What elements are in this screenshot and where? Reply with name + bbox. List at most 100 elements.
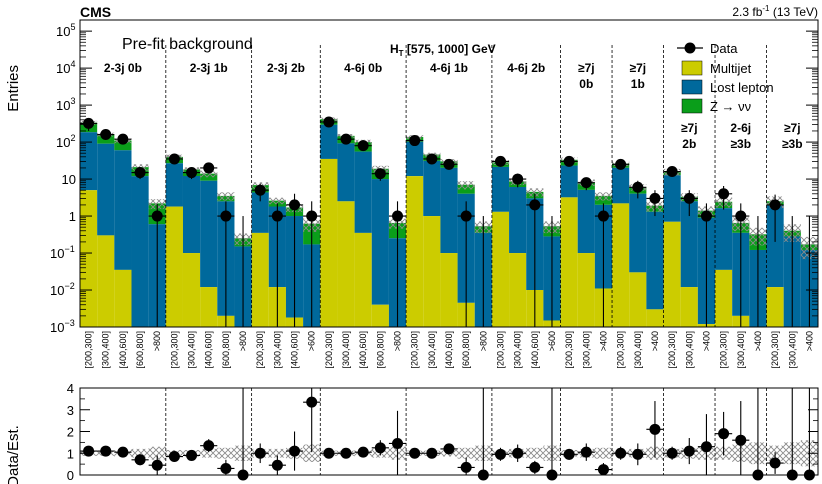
bar-multijet — [251, 232, 269, 327]
ratio-point — [186, 449, 198, 461]
ratio-point — [323, 447, 335, 459]
bar-lost-lepton — [612, 167, 630, 204]
data-point — [580, 177, 592, 189]
y-tick-label: 1 — [69, 209, 76, 224]
data-point — [632, 181, 644, 193]
bar-multijet — [715, 269, 733, 327]
data-point — [597, 210, 609, 222]
data-point — [426, 153, 438, 165]
ratio-uncertainty-band — [303, 444, 321, 462]
data-point — [718, 188, 730, 200]
ratio-tick-label: 4 — [67, 381, 74, 396]
data-point — [357, 140, 369, 152]
legend-znunu-label: Z → νν — [710, 99, 751, 114]
x-tick-label: [300,400] — [341, 331, 351, 369]
bar-multijet — [646, 309, 664, 327]
x-tick-label: [300,400] — [633, 331, 643, 369]
bar-lost-lepton — [577, 189, 595, 254]
ratio-point — [83, 445, 95, 457]
data-point — [117, 133, 129, 145]
ratio-point — [494, 448, 506, 460]
group-label: 2-3j 2b — [267, 61, 305, 75]
group-label: 4-6j 0b — [344, 61, 382, 75]
x-tick-label: [300,400] — [101, 331, 111, 369]
bar-multijet — [200, 287, 218, 327]
x-tick-label: [200,300] — [255, 331, 265, 369]
bar-multijet — [663, 221, 681, 327]
x-tick-label: >600 — [547, 331, 557, 351]
data-point — [83, 117, 95, 129]
ratio-point — [151, 459, 163, 471]
x-tick-label: [600,800] — [375, 331, 385, 369]
group-label: 1b — [631, 77, 645, 91]
x-tick-label: [300,400] — [736, 331, 746, 369]
x-tick-label: [400,600] — [204, 331, 214, 369]
uncertainty-band — [594, 192, 613, 201]
ratio-tick-label: 2 — [67, 425, 74, 440]
ratio-point — [134, 454, 146, 466]
data-point — [563, 155, 575, 167]
bar-lost-lepton — [560, 165, 578, 198]
data-point — [203, 162, 215, 174]
ratio-point — [786, 469, 798, 481]
ratio-point — [597, 464, 609, 476]
ratio-uncertainty-band — [217, 447, 235, 459]
group-label: 4-6j 1b — [430, 61, 468, 75]
bar-multijet — [182, 253, 201, 327]
legend-multijet-label: Multijet — [710, 61, 752, 76]
legend-lost-lepton-swatch — [681, 79, 703, 95]
y-tick-label: 102 — [56, 133, 75, 150]
ratio-point — [392, 437, 404, 449]
ratio-point — [168, 451, 180, 463]
data-point — [769, 199, 781, 211]
bar-multijet — [440, 253, 458, 327]
ratio-point — [700, 441, 712, 453]
ratio-tick-label: 3 — [67, 403, 74, 418]
legend-znunu-swatch — [681, 98, 703, 114]
bar-multijet — [320, 158, 338, 327]
x-tick-label: [300,400] — [272, 331, 282, 369]
x-tick-label: [200,300] — [770, 331, 780, 369]
x-tick-label: [300,400] — [787, 331, 797, 369]
ratio-tick-label: 0 — [67, 468, 74, 483]
ratio-point — [374, 442, 386, 454]
ratio-uncertainty-band — [457, 447, 475, 459]
ratio-uncertainty-band — [131, 448, 149, 458]
data-point — [271, 210, 283, 222]
data-point — [649, 192, 661, 204]
x-tick-label: [200,300] — [719, 331, 729, 369]
ratio-panel: 0 1 2 3 4 — [67, 381, 819, 483]
ratio-uncertainty-band — [268, 448, 286, 458]
x-tick-label: [200,300] — [169, 331, 179, 369]
data-point — [512, 173, 524, 185]
bar-lost-lepton — [715, 208, 733, 270]
ratio-point — [357, 446, 369, 458]
ratio-point — [254, 447, 266, 459]
data-point — [666, 166, 678, 178]
bar-multijet — [491, 211, 510, 327]
bar-lost-lepton — [200, 180, 218, 288]
ratio-point — [512, 447, 524, 459]
ratio-tick-label: 1 — [67, 446, 74, 461]
ratio-point — [563, 448, 575, 460]
ratio-point — [529, 461, 541, 473]
bar-lost-lepton — [251, 192, 269, 233]
uncertainty-band — [526, 188, 544, 197]
data-point — [323, 116, 335, 128]
y-tick-label: 10 — [62, 172, 76, 187]
bar-multijet — [354, 232, 372, 327]
ratio-point — [443, 443, 455, 455]
y-tick-label: 105 — [56, 22, 75, 39]
ratio-point — [718, 428, 730, 440]
x-tick-label: >400 — [804, 331, 814, 351]
ratio-point — [666, 447, 678, 459]
bar-znunu — [114, 140, 132, 151]
x-tick-label: [600,800] — [461, 331, 471, 369]
data-point — [443, 158, 455, 170]
figure-label: Pre-fit background — [122, 36, 253, 53]
x-tick-label: [200,300] — [84, 331, 94, 369]
ratio-point — [340, 447, 352, 459]
x-tick-label: [300,400] — [187, 331, 197, 369]
y-tick-label: 10−2 — [50, 281, 75, 298]
